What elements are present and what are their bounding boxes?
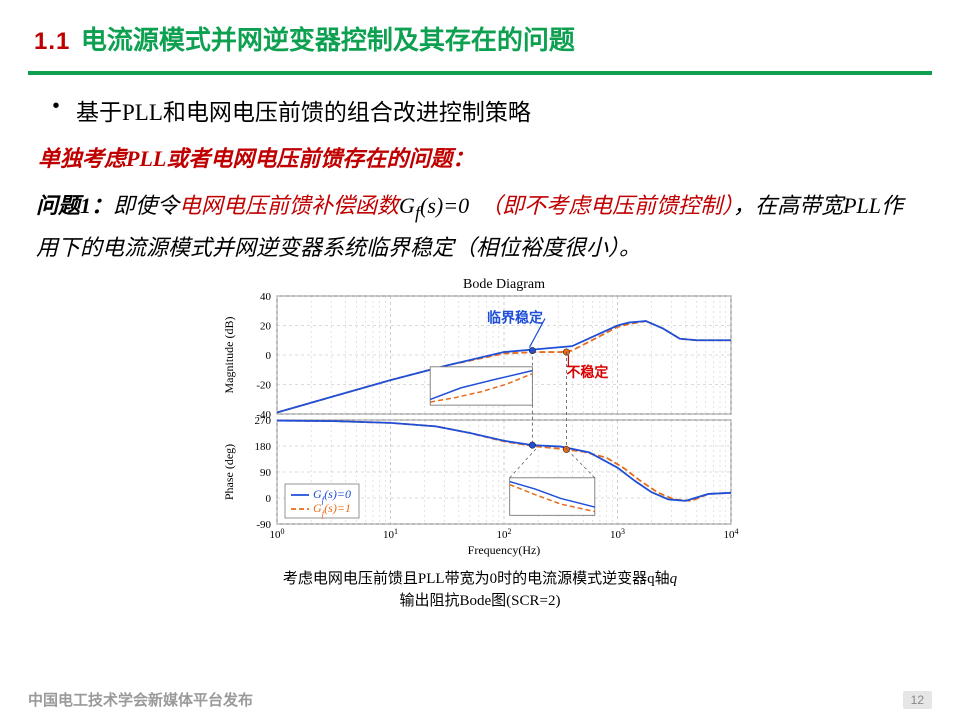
subline-text: 单独考虑PLL或者电网电压前馈存在的问题：	[38, 141, 924, 173]
svg-text:270: 270	[255, 415, 272, 427]
bode-diagram: Bode Diagram 100 101 102 103 104 Frequency(Hz)…	[215, 274, 745, 564]
svg-text:0: 0	[266, 350, 272, 362]
figure-caption: 考虑电网电压前馈且PLL带宽为0时的电流源模式逆变器q轴q 输出阻抗Bode图(…	[36, 568, 924, 613]
svg-text:100: 100	[270, 526, 285, 541]
svg-text:104: 104	[724, 526, 739, 541]
problem1-block: 问题1：即使令电网电压前馈补偿函数Gf(s)=0 （即不考虑电压前馈控制），在高…	[36, 187, 924, 266]
problem1-red2: （即不考虑电压前馈控制）	[480, 193, 733, 218]
slide-footer: 中国电工技术学会新媒体平台发布 12	[0, 689, 960, 710]
gf-rest: (s)=0	[420, 193, 469, 218]
svg-text:180: 180	[255, 441, 272, 453]
gf-g: G	[399, 193, 415, 218]
caption-line1: 考虑电网电压前馈且PLL带宽为0时的电流源模式逆变器q轴	[283, 571, 670, 587]
section-title: 电流源模式并网逆变器控制及其存在的问题	[81, 25, 575, 55]
svg-text:Phase (deg): Phase (deg)	[222, 444, 236, 500]
figure-wrap: Bode Diagram 100 101 102 103 104 Frequency(Hz)…	[36, 274, 924, 613]
svg-text:101: 101	[383, 526, 398, 541]
svg-text:102: 102	[497, 526, 512, 541]
problem1-part1: 即使令	[113, 193, 179, 218]
section-number: 1.1	[34, 28, 70, 55]
svg-text:103: 103	[610, 526, 625, 541]
problem1-label: 问题1：	[36, 193, 113, 218]
problem1-red1: 电网电压前馈补偿函数	[179, 193, 399, 218]
svg-text:临界稳定: 临界稳定	[487, 309, 543, 325]
svg-text:不稳定: 不稳定	[566, 364, 608, 380]
caption-line2: 输出阻抗Bode图(SCR=2)	[400, 593, 561, 609]
svg-text:Magnitude (dB): Magnitude (dB)	[222, 316, 236, 393]
svg-text:40: 40	[260, 291, 272, 303]
svg-text:Bode Diagram: Bode Diagram	[463, 277, 545, 292]
footer-left-text: 中国电工技术学会新媒体平台发布	[28, 689, 253, 710]
content-area: • 基于PLL和电网电压前馈的组合改进控制策略 单独考虑PLL或者电网电压前馈存…	[0, 75, 960, 613]
svg-text:Frequency(Hz): Frequency(Hz)	[468, 543, 541, 557]
bullet-text: 基于PLL和电网电压前馈的组合改进控制策略	[76, 93, 531, 127]
svg-text:-90: -90	[256, 519, 271, 531]
bullet-dot: •	[36, 93, 76, 118]
gf-symbol: Gf(s)=0	[399, 193, 469, 218]
svg-text:20: 20	[260, 320, 272, 332]
slide-root: 1.1 电流源模式并网逆变器控制及其存在的问题 • 基于PLL和电网电压前馈的组…	[0, 0, 960, 720]
svg-text:0: 0	[266, 493, 272, 505]
svg-text:-20: -20	[256, 379, 271, 391]
svg-text:90: 90	[260, 467, 272, 479]
slide-header: 1.1 电流源模式并网逆变器控制及其存在的问题	[0, 0, 960, 65]
bullet-row: • 基于PLL和电网电压前馈的组合改进控制策略	[36, 93, 924, 127]
page-number: 12	[903, 691, 932, 709]
